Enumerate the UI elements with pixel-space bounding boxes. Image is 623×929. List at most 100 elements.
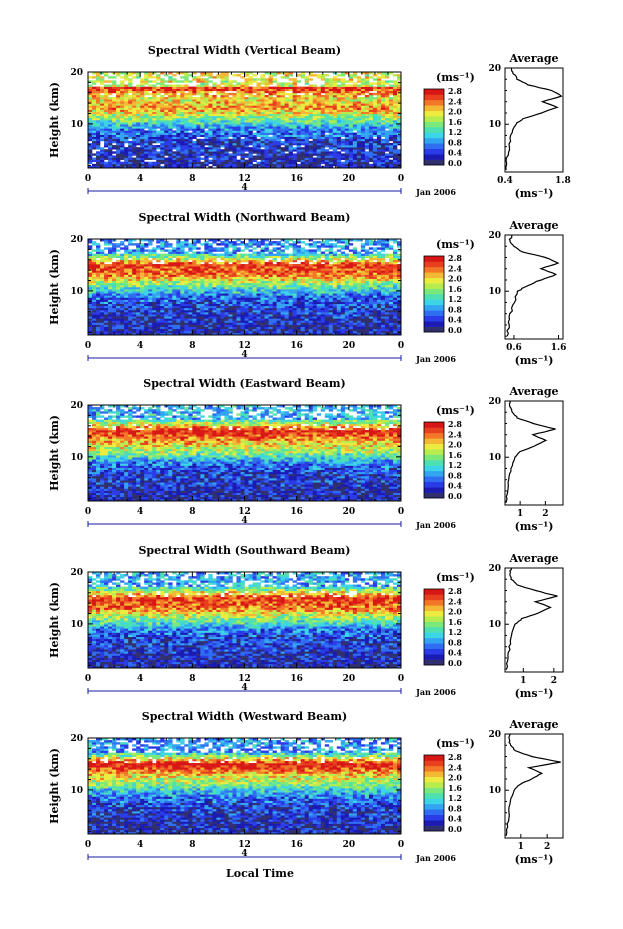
heatmap-cell: [312, 107, 318, 110]
heatmap-cell: [116, 90, 121, 94]
heatmap-cell: [184, 293, 189, 296]
heatmap-cell: [380, 293, 386, 296]
heatmap-cell: [264, 332, 269, 336]
heatmap-cell: [116, 124, 121, 127]
heatmap-cell: [124, 88, 129, 92]
heatmap-cell: [204, 101, 209, 104]
heatmap-cell: [368, 128, 374, 131]
heatmap-cell: [328, 134, 334, 137]
heatmap-cell: [356, 330, 362, 334]
heatmap-cell: [188, 153, 193, 156]
heatmap-cell: [152, 153, 157, 156]
heatmap-cell: [328, 318, 334, 321]
heatmap-cell: [368, 328, 374, 332]
heatmap-cell: [132, 113, 137, 117]
heatmap-cell: [208, 291, 213, 294]
heatmap-cell: [240, 332, 245, 336]
heatmap-cell: [380, 142, 386, 146]
heatmap-cell: [236, 122, 241, 125]
heatmap-cell: [136, 138, 141, 142]
heatmap-cell: [148, 140, 153, 144]
heatmap-cell: [92, 122, 97, 125]
heatmap-cell: [316, 330, 322, 334]
heatmap-cell: [128, 134, 133, 137]
heatmap-cell: [380, 320, 386, 323]
heatmap-cell: [332, 122, 338, 125]
heatmap-cell: [168, 161, 173, 165]
heatmap-cell: [88, 326, 93, 330]
heatmap-cell: [276, 122, 281, 125]
heatmap-cell: [184, 115, 189, 119]
heatmap-cell: [396, 307, 402, 311]
heatmap-cell: [104, 332, 109, 336]
heatmap-cell: [112, 122, 117, 125]
heatmap-cell: [304, 151, 309, 154]
heatmap-cell: [340, 113, 346, 117]
heatmap-cell: [100, 326, 105, 330]
heatmap-cell: [380, 128, 386, 131]
heatmap-cell: [100, 128, 105, 131]
heatmap-cell: [224, 99, 229, 102]
heatmap-cell: [232, 142, 237, 146]
heatmap-cell: [292, 120, 297, 123]
heatmap-cell: [368, 105, 374, 108]
heatmap-cell: [196, 105, 201, 108]
heatmap-cell: [280, 122, 285, 125]
heatmap-cell: [232, 97, 237, 100]
heatmap-cell: [100, 138, 105, 142]
heatmap-cell: [152, 132, 157, 135]
heatmap-cell: [348, 74, 354, 77]
heatmap-cell: [100, 72, 105, 75]
heatmap-cell: [304, 295, 309, 298]
heatmap-cell: [356, 326, 362, 330]
heatmap-cell: [312, 130, 318, 133]
heatmap-cell: [236, 103, 241, 106]
heatmap-cell: [260, 80, 265, 83]
heatmap-cell: [116, 293, 121, 296]
heatmap-cell: [128, 142, 133, 146]
heatmap-cell: [208, 86, 213, 89]
heatmap-cell: [232, 163, 237, 167]
heatmap-cell: [204, 111, 209, 115]
heatmap-cell: [324, 318, 330, 321]
heatmap-cell: [300, 297, 305, 300]
heatmap-cell: [108, 80, 113, 83]
heatmap-cell: [164, 149, 169, 152]
heatmap-cell: [360, 295, 366, 298]
heatmap-cell: [296, 80, 301, 83]
heatmap-cell: [320, 130, 326, 133]
heatmap-cell: [228, 165, 233, 169]
heatmap-cell: [108, 320, 113, 323]
heatmap-cell: [184, 86, 189, 89]
heatmap-cell: [376, 147, 382, 150]
heatmap-cell: [364, 105, 370, 108]
heatmap-cell: [136, 159, 141, 163]
heatmap-cell: [172, 291, 177, 294]
heatmap-cell: [100, 301, 105, 304]
heatmap-cell: [356, 84, 362, 87]
heatmap-cell: [204, 134, 209, 137]
heatmap-cell: [352, 320, 358, 323]
heatmap-cell: [156, 316, 161, 319]
heatmap-cell: [220, 330, 225, 334]
heatmap-cell: [384, 155, 390, 158]
heatmap-cell: [200, 105, 205, 108]
heatmap-cell: [192, 165, 197, 169]
heatmap-cell: [260, 109, 265, 112]
heatmap-cell: [356, 153, 362, 156]
heatmap-cell: [292, 157, 297, 160]
heatmap-cell: [336, 320, 342, 323]
heatmap-cell: [276, 145, 281, 148]
heatmap-cell: [304, 94, 309, 98]
heatmap-cell: [368, 132, 374, 135]
heatmap-cell: [312, 293, 318, 296]
heatmap-cell: [272, 328, 277, 332]
heatmap-cell: [136, 330, 141, 334]
heatmap-cell: [332, 151, 338, 154]
heatmap-cell: [188, 157, 193, 160]
heatmap-cell: [284, 103, 289, 106]
heatmap-cell: [240, 312, 245, 315]
heatmap-cell: [376, 295, 382, 298]
heatmap-cell: [240, 111, 245, 115]
heatmap-cell: [200, 92, 205, 96]
